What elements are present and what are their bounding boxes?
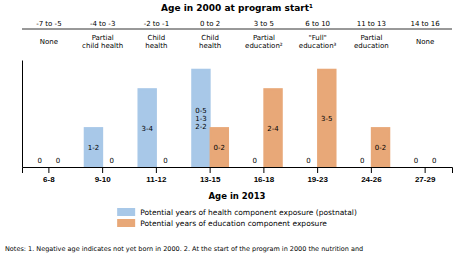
bar <box>318 70 335 167</box>
x-tick-mark <box>371 167 372 173</box>
x-tick-mark <box>210 167 211 173</box>
data-label: 2-4 <box>267 125 279 133</box>
exposure-label: Child <box>148 34 166 42</box>
note: Notes: 1. Negative age indicates not yet… <box>5 245 363 253</box>
x-tick: 16-18 <box>254 167 275 184</box>
bar <box>192 70 209 167</box>
data-label: 3-5 <box>321 115 332 123</box>
x-tick: 11-12 <box>146 167 167 184</box>
x-tick: 9-10 <box>95 167 112 184</box>
bars <box>85 70 390 167</box>
age-2000-label: 11 to 13 <box>357 20 386 28</box>
x-tick: 13-15 <box>200 167 221 184</box>
exposure-label: education² <box>245 42 283 50</box>
exposure-label: None <box>416 38 434 46</box>
data-label: 0 <box>37 157 41 165</box>
data-label: 1-2 <box>88 144 99 152</box>
exposure-label: Child <box>201 34 219 42</box>
data-label: 0 <box>56 157 60 165</box>
exposure-label: health <box>199 42 221 50</box>
x-tick: 19-23 <box>307 167 328 184</box>
age-2000-label: -4 to -3 <box>90 20 115 28</box>
chart: Age in 2000 at program start¹ -7 to -5 -4 … <box>0 0 474 259</box>
x-tick-label: 13-15 <box>200 175 221 184</box>
legend: Potential years of health component expo… <box>117 208 357 228</box>
exposure-label: child health <box>82 42 123 50</box>
bar <box>300 166 317 167</box>
bar <box>264 89 281 167</box>
data-label: 3-4 <box>141 125 153 133</box>
exposure-label: Partial <box>360 34 382 42</box>
exposure-label: education <box>354 42 389 50</box>
x-axis-line <box>23 168 453 174</box>
bar <box>138 89 155 167</box>
exposure-label: "Full" <box>308 34 326 42</box>
age-2000-label: -7 to -5 <box>36 20 61 28</box>
exposure-label: Partial <box>253 34 275 42</box>
bar <box>426 166 443 167</box>
x-axis-title: Age in 2013 <box>209 191 266 201</box>
data-label: 0-2 <box>375 144 386 152</box>
age-2000-label: 3 to 5 <box>254 20 274 28</box>
age-2000-label: 14 to 16 <box>410 20 440 28</box>
age-2000-label: 0 to 2 <box>200 20 220 28</box>
age-2000-label: -2 to -1 <box>144 20 169 28</box>
bar <box>353 166 370 167</box>
x-tick-label: 16-18 <box>254 175 275 184</box>
exposure-label: education³ <box>299 42 337 50</box>
y-axis <box>22 61 23 168</box>
bar <box>31 166 48 167</box>
age-2000-label: 6 to 10 <box>305 20 330 28</box>
x-tick: 6-8 <box>43 167 55 184</box>
bar <box>211 128 228 167</box>
y-axis-line <box>22 61 23 168</box>
bar <box>407 166 424 167</box>
exposure-label: health <box>145 42 167 50</box>
title: Age in 2000 at program start¹ <box>161 3 313 13</box>
x-tick-label: 11-12 <box>146 175 167 184</box>
separator <box>22 29 452 30</box>
x-tick-label: 6-8 <box>43 175 55 184</box>
legend-item: Potential years of education component e… <box>117 219 327 228</box>
x-tick-label: 27-29 <box>415 175 436 184</box>
x-tick-label: 24-26 <box>361 175 382 184</box>
exposure-label: Partial <box>92 34 114 42</box>
x-tick-mark <box>317 167 318 173</box>
data-label: 0-2 <box>214 144 225 152</box>
data-label: 0 <box>414 157 418 165</box>
bar <box>372 128 389 167</box>
x-tick: 27-29 <box>415 167 436 184</box>
data-label: 0-51-32-2 <box>195 107 206 131</box>
data-label: 0 <box>252 157 256 165</box>
bar <box>246 166 263 167</box>
x-axis: 6-8 9-10 11-12 13-15 16-18 19-23 24-26 27-29 <box>23 167 453 184</box>
x-tick-mark <box>102 167 103 173</box>
legend-label: Potential years of education component e… <box>140 219 327 228</box>
legend-swatch <box>117 208 135 216</box>
data-label: 0 <box>360 157 364 165</box>
data-label: 0 <box>306 157 310 165</box>
data-label: 0 <box>432 157 436 165</box>
legend-label: Potential years of health component expo… <box>140 208 357 217</box>
x-tick-mark <box>263 167 264 173</box>
bar <box>103 166 120 167</box>
x-tick-mark <box>156 167 157 173</box>
bar <box>157 166 174 167</box>
x-tick-mark <box>425 167 426 173</box>
bar <box>49 166 66 167</box>
data-label: 0 <box>110 157 114 165</box>
data-label: 0 <box>163 157 167 165</box>
legend-item: Potential years of health component expo… <box>117 208 357 217</box>
bar <box>85 128 102 167</box>
legend-swatch <box>117 219 135 227</box>
x-tick-label: 19-23 <box>307 175 328 184</box>
data-labels: 0 1-2 3-4 0-51-32-2 0 0 0 0 0 0 0 0-2 2-4 3-5 0-2 0 <box>37 107 436 165</box>
exposure-label: None <box>40 38 58 46</box>
x-tick: 24-26 <box>361 167 382 184</box>
x-tick-label: 9-10 <box>95 175 112 184</box>
x-tick-mark <box>48 167 49 173</box>
